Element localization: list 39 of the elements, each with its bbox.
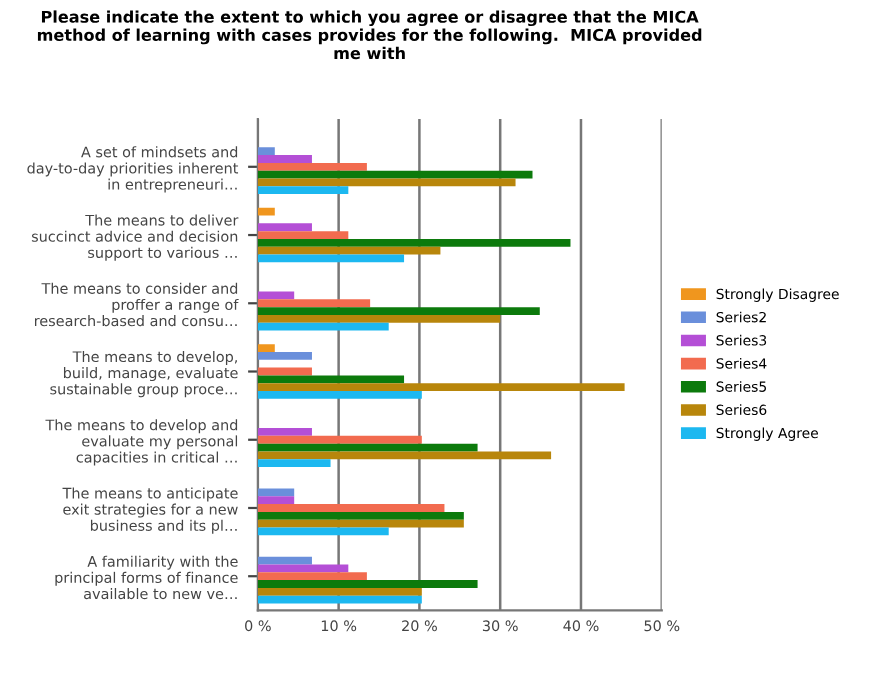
bar xyxy=(257,314,501,323)
bar xyxy=(257,435,422,444)
bar xyxy=(257,572,367,581)
bar xyxy=(257,162,367,171)
bar xyxy=(257,519,464,528)
bar xyxy=(257,246,441,255)
bar xyxy=(257,178,516,187)
bar xyxy=(257,595,422,604)
bar xyxy=(257,147,275,156)
bar xyxy=(257,223,312,232)
bar xyxy=(257,375,405,384)
bar xyxy=(257,207,275,216)
bar xyxy=(257,170,533,179)
bar xyxy=(257,322,389,331)
bar xyxy=(257,367,312,376)
bar xyxy=(257,428,312,436)
bar xyxy=(257,383,625,391)
bar xyxy=(257,155,312,163)
bar xyxy=(257,511,464,520)
bar xyxy=(257,307,540,315)
bar xyxy=(257,459,331,468)
bar xyxy=(257,344,275,353)
chart-title: Please indicate the extent to which you agree or disagree that the MICA method of learning with cases provides for the following. MICA provided me with xyxy=(37,10,702,60)
bar xyxy=(257,496,295,505)
bar xyxy=(257,580,478,588)
bar xyxy=(257,488,295,497)
bar xyxy=(257,299,371,308)
bar xyxy=(257,587,422,596)
bar xyxy=(257,254,405,263)
bar xyxy=(257,231,349,239)
bar xyxy=(257,504,445,512)
bar xyxy=(257,186,349,195)
bar xyxy=(257,556,312,565)
bar xyxy=(257,443,478,452)
bar xyxy=(257,527,389,536)
bar xyxy=(257,352,312,360)
bar xyxy=(257,451,552,460)
bar xyxy=(257,391,422,399)
bar xyxy=(257,238,571,247)
